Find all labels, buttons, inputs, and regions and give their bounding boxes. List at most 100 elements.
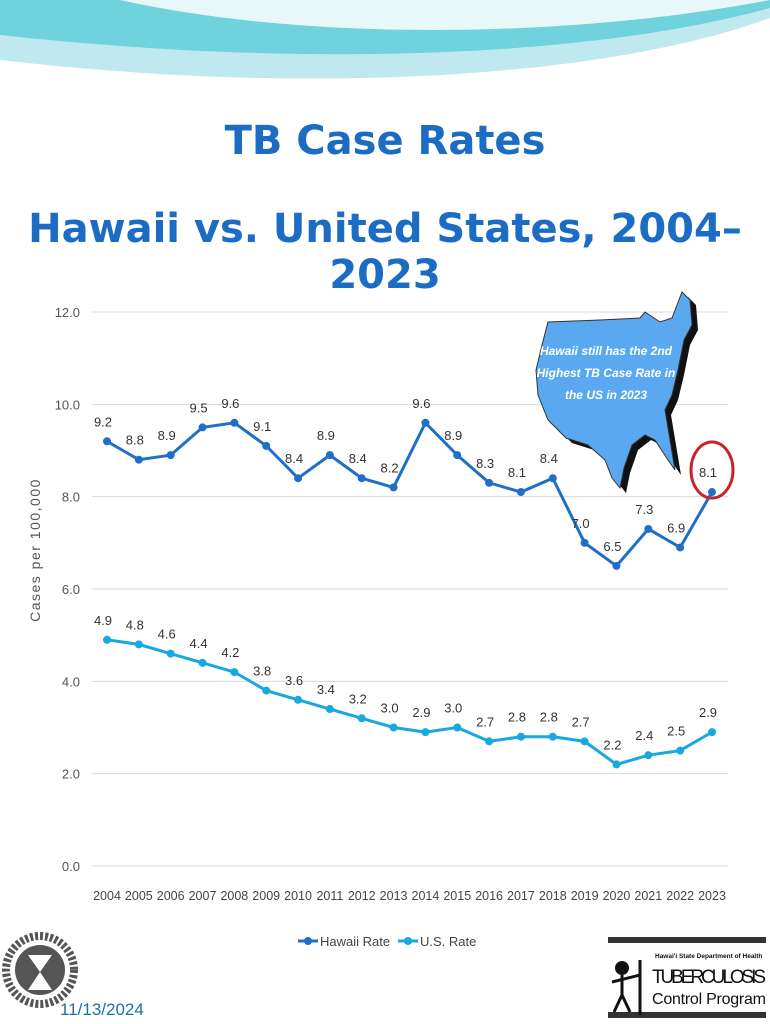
data-point <box>103 437 111 446</box>
y-tick-label: 4.0 <box>62 674 80 689</box>
data-point <box>294 474 303 483</box>
chart-title-line1: TB Case Rates <box>224 118 546 164</box>
chart-title-line2: Hawaii vs. United States, 2004–2023 <box>28 206 742 298</box>
data-point <box>389 483 398 492</box>
data-label: 8.9 <box>317 428 335 443</box>
y-tick-label: 8.0 <box>62 490 80 505</box>
data-label: 8.4 <box>349 451 367 466</box>
x-tick-label: 2007 <box>189 889 217 903</box>
legend-hawaii: Hawaii Rate <box>320 934 390 949</box>
callout-text-2: Highest TB Case Rate in <box>537 366 676 380</box>
doh-seal-logo <box>2 932 78 1008</box>
data-label: 2.4 <box>635 728 653 743</box>
data-label: 3.2 <box>349 691 367 706</box>
data-point <box>262 441 271 450</box>
legend: Hawaii Rate U.S. Rate <box>298 934 476 949</box>
background-swoosh <box>0 0 770 79</box>
x-tick-label: 2010 <box>284 889 312 903</box>
data-label: 4.2 <box>221 645 239 660</box>
callout-text-1: Hawaii still has the 2nd <box>540 344 673 358</box>
data-label: 8.4 <box>285 451 303 466</box>
data-point <box>708 488 716 497</box>
tb-program-logo: Hawai'i State Department of Health TUBER… <box>608 937 766 1018</box>
y-tick-label: 2.0 <box>62 767 80 782</box>
data-label: 2.2 <box>603 737 621 752</box>
data-label: 9.6 <box>412 396 430 411</box>
x-tick-label: 2006 <box>157 889 185 903</box>
x-tick-label: 2020 <box>603 889 631 903</box>
data-point <box>676 543 685 552</box>
data-label: 4.9 <box>94 613 112 628</box>
data-point <box>230 668 239 677</box>
data-point <box>580 538 589 547</box>
x-tick-label: 2022 <box>666 889 694 903</box>
data-point <box>548 732 557 741</box>
data-point <box>198 658 207 667</box>
data-label: 9.6 <box>221 396 239 411</box>
tb-logo-line3: Control Program <box>652 991 766 1008</box>
series-line-hawaii <box>106 420 714 568</box>
data-point <box>485 737 494 746</box>
data-point <box>453 723 462 732</box>
data-label: 2.9 <box>699 705 717 720</box>
data-point <box>103 635 111 644</box>
x-tick-label: 2013 <box>380 889 408 903</box>
us-map-callout: Hawaii still has the 2nd Highest TB Case… <box>535 291 698 493</box>
data-point <box>325 705 334 714</box>
callout-text-3: the US in 2023 <box>565 388 647 402</box>
data-label: 6.5 <box>603 539 621 554</box>
data-label: 8.9 <box>444 428 462 443</box>
data-label: 8.4 <box>540 451 558 466</box>
data-label: 9.5 <box>189 400 207 415</box>
data-label: 2.9 <box>412 705 430 720</box>
data-point <box>516 732 525 741</box>
data-label: 2.8 <box>540 710 558 725</box>
data-label: 3.6 <box>285 673 303 688</box>
x-tick-label: 2015 <box>443 889 471 903</box>
data-label: 8.3 <box>476 456 494 471</box>
y-axis-label: Cases per 100,000 <box>27 478 43 622</box>
data-label: 7.0 <box>572 516 590 531</box>
data-point <box>612 760 621 769</box>
data-label: 8.2 <box>381 460 399 475</box>
x-tick-label: 2017 <box>507 889 535 903</box>
data-point <box>198 423 207 432</box>
data-point <box>485 478 494 487</box>
data-label: 3.8 <box>253 664 271 679</box>
data-point <box>262 686 271 695</box>
data-point <box>516 488 525 497</box>
x-tick-label: 2016 <box>475 889 503 903</box>
data-point <box>325 451 334 460</box>
data-label: 9.2 <box>94 414 112 429</box>
y-tick-label: 10.0 <box>55 397 80 412</box>
series-line-us <box>106 638 713 767</box>
x-tick-label: 2011 <box>316 889 343 903</box>
legend-marker-us <box>404 937 412 945</box>
data-point <box>230 418 239 427</box>
data-label: 9.1 <box>253 419 271 434</box>
data-point <box>708 728 716 737</box>
x-tick-label: 2012 <box>348 889 376 903</box>
data-point <box>357 714 366 723</box>
data-point <box>294 695 303 704</box>
data-label: 4.8 <box>126 617 144 632</box>
data-point <box>421 418 430 427</box>
x-tick-label: 2008 <box>220 889 248 903</box>
x-tick-label: 2014 <box>412 889 440 903</box>
data-point <box>676 746 685 755</box>
data-label: 4.6 <box>158 627 176 642</box>
data-label: 3.0 <box>444 701 462 716</box>
data-label: 2.5 <box>667 724 685 739</box>
data-point <box>357 474 366 483</box>
legend-marker-hawaii <box>304 937 312 945</box>
data-point <box>548 474 557 483</box>
data-point <box>389 723 398 732</box>
data-label: 8.9 <box>158 428 176 443</box>
data-point <box>134 640 143 649</box>
data-label: 3.0 <box>381 701 399 716</box>
data-point <box>134 455 143 464</box>
legend-us: U.S. Rate <box>420 934 476 949</box>
data-label: 6.9 <box>667 520 685 535</box>
y-tick-label: 12.0 <box>55 305 80 320</box>
